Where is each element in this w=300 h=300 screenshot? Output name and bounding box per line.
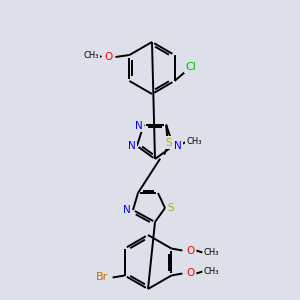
Text: CH₃: CH₃ xyxy=(204,248,219,257)
Text: N: N xyxy=(128,141,136,151)
Text: CH₃: CH₃ xyxy=(84,50,99,59)
Text: CH₃: CH₃ xyxy=(186,137,202,146)
Text: Cl: Cl xyxy=(185,62,196,72)
Text: O: O xyxy=(186,245,194,256)
Text: N: N xyxy=(123,205,131,215)
Text: N: N xyxy=(174,141,182,151)
Text: N: N xyxy=(135,121,143,130)
Text: S: S xyxy=(168,203,174,213)
Text: Br: Br xyxy=(95,272,108,283)
Text: CH₃: CH₃ xyxy=(204,267,219,276)
Text: O: O xyxy=(186,268,194,278)
Text: O: O xyxy=(104,52,112,62)
Text: S: S xyxy=(166,138,172,148)
